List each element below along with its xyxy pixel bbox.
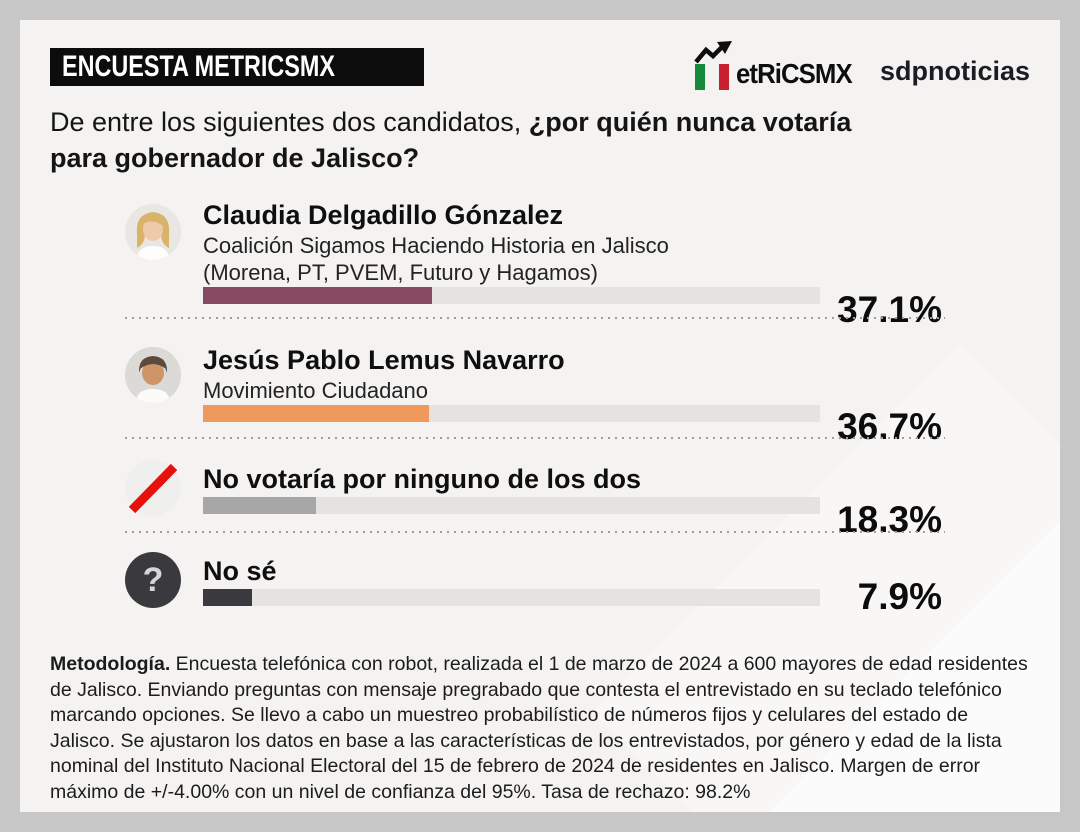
bar-track (203, 405, 820, 422)
metricsmx-wordmark: etRiCSMX (736, 58, 853, 89)
encuesta-badge: ENCUESTA METRICSMX (50, 48, 425, 86)
dotted-separator (125, 317, 945, 319)
avatar-jesus (125, 347, 181, 403)
candidate-parties: (Morena, PT, PVEM, Futuro y Hagamos) (203, 260, 598, 285)
poll-row-claudia: Claudia Delgadillo Gónzalez Coalición Si… (125, 198, 942, 328)
bar-track (203, 589, 820, 606)
row-nose-main: No sé (203, 554, 820, 606)
bar-fill-nose (203, 589, 252, 606)
methodology-note: Metodología. Encuesta telefónica con rob… (50, 652, 1035, 805)
dotted-separator (125, 437, 945, 439)
bar-track (203, 287, 820, 304)
methodology-title: Metodología. (50, 653, 171, 675)
question-mark-glyph: ? (142, 560, 164, 599)
question-normal-part: De entre los siguientes dos candidatos, (50, 107, 529, 137)
question-bold-part-1: ¿por quién nunca votaría (528, 107, 852, 137)
row-ninguno-main: No votaría por ninguno de los dos (203, 462, 820, 514)
metricsmx-logo: etRiCSMX (692, 40, 862, 92)
option-label: No votaría por ninguno de los dos (203, 464, 642, 494)
dotted-separator (125, 531, 945, 533)
percentage-value: 37.1% (837, 289, 942, 330)
option-label: No sé (203, 556, 277, 586)
poll-row-jesus: Jesús Pablo Lemus Navarro Movimiento Ciu… (125, 343, 942, 445)
candidate-name: Claudia Delgadillo Gónzalez (203, 200, 564, 230)
bar-track (203, 497, 820, 514)
brand-logos: etRiCSMX sdpnoticias (692, 38, 1030, 94)
red-slash-icon (125, 460, 181, 516)
bar-fill-jesus (203, 405, 430, 422)
encuesta-badge-label: ENCUESTA METRICSMX (62, 50, 336, 83)
percentage-value: 7.9% (857, 576, 942, 617)
candidate-coalition: Coalición Sigamos Haciendo Historia en J… (203, 233, 669, 258)
poll-card: ENCUESTA METRICSMX etRiCSMX sdpnoticias … (20, 20, 1060, 812)
avatar-claudia (125, 204, 181, 260)
metricsmx-flag-arrow-icon (692, 40, 734, 92)
bar-fill-ninguno (203, 497, 316, 514)
poll-row-ninguno: No votaría por ninguno de los dos 18.3% (125, 460, 942, 538)
row-claudia-main: Claudia Delgadillo Gónzalez Coalición Si… (203, 198, 820, 304)
sdpnoticias-wordmark: sdpnoticias (879, 55, 1030, 86)
candidate-party: Movimiento Ciudadano (203, 378, 429, 403)
question-mark-icon: ? (125, 552, 181, 608)
candidate-name: Jesús Pablo Lemus Navarro (203, 345, 565, 375)
bar-fill-claudia (203, 287, 432, 304)
methodology-body: Encuesta telefónica con robot, realizada… (50, 653, 1028, 803)
poll-question: De entre los siguientes dos candidatos, … (50, 104, 950, 176)
row-jesus-main: Jesús Pablo Lemus Navarro Movimiento Ciu… (203, 343, 820, 422)
poll-row-nose: ? No sé 7.9% (125, 552, 942, 615)
question-bold-part-2: para gobernador de Jalisco? (50, 143, 420, 173)
percentage-value: 36.7% (837, 406, 942, 447)
